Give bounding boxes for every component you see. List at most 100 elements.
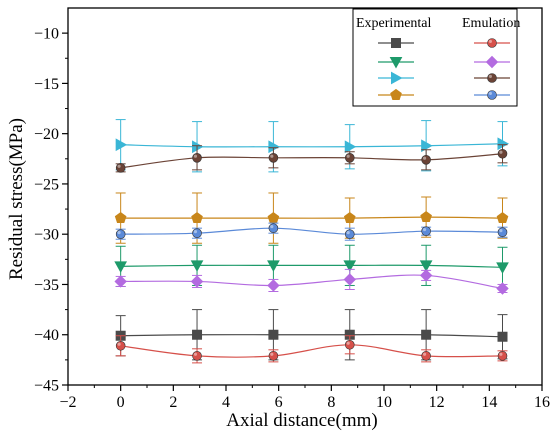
series-5-point-2-highlight	[193, 352, 198, 356]
y-tick-label--40: −40	[34, 327, 59, 344]
series-7-point-2-highlight	[193, 154, 198, 158]
y-tick-label--15: −15	[34, 76, 59, 93]
series-1-point-6	[497, 331, 508, 342]
series-6	[114, 268, 509, 295]
series-4	[114, 192, 509, 244]
series-5-point-4	[344, 339, 355, 350]
series-4-point-3	[267, 211, 280, 224]
series-8-point-4-highlight	[346, 231, 350, 235]
series-3-point-1	[115, 138, 128, 152]
legend-header-experimental: Experimental	[356, 16, 432, 31]
series-7-point-6-highlight	[499, 150, 503, 154]
series-8-point-1	[115, 229, 126, 239]
series-5-point-5-highlight	[422, 352, 427, 356]
series-8-point-4	[344, 229, 355, 239]
series-1-point-5	[421, 329, 432, 340]
series-8-point-3	[268, 223, 279, 233]
y-axis-label: Residual stress(MPa)	[6, 118, 27, 280]
series-7-point-4	[344, 152, 355, 163]
series-6-point-5	[419, 269, 433, 282]
series-1-point-3	[268, 329, 279, 340]
legend-emulation-marker-3	[487, 73, 497, 83]
series-2-point-6	[496, 262, 509, 274]
series-2-point-3	[267, 260, 280, 272]
series-5-point-1-highlight	[117, 342, 121, 346]
x-tick-label-12: 12	[429, 394, 445, 411]
series-6-point-4	[343, 273, 356, 286]
series-2-point-5	[419, 260, 433, 272]
series-7	[115, 144, 508, 173]
series-1-point-2	[192, 329, 203, 340]
series-4-point-1	[114, 211, 127, 224]
series-8-point-1-highlight	[117, 231, 121, 235]
legend-experimental-marker-3	[391, 71, 403, 85]
series-6-point-2	[190, 275, 204, 288]
axes-layer: −2 0 2 4 6 8 10 12 14 16−45−40−35−30−25−20−15−10	[34, 7, 550, 411]
legend-header-emulation: Emulation	[462, 16, 520, 31]
x-axis-label: Axial distance(mm)	[226, 410, 377, 431]
series-7-point-5	[421, 155, 431, 165]
x-tick-label-0: 0	[117, 394, 125, 411]
series-1-line	[120, 333, 503, 338]
series-4-point-6	[496, 211, 509, 224]
series-5-point-4-highlight	[346, 341, 350, 345]
series-5	[115, 335, 508, 364]
series-7-line	[120, 153, 503, 169]
series-layer	[114, 119, 510, 364]
series-3	[115, 119, 510, 173]
series-7-point-3	[268, 152, 279, 163]
y-tick-label--35: −35	[34, 277, 59, 294]
series-8-point-2-highlight	[193, 230, 198, 234]
x-tick-label-6: 6	[275, 394, 283, 411]
y-tick-label--25: −25	[34, 176, 59, 193]
series-8-point-6-highlight	[499, 229, 503, 233]
series-5-point-6-highlight	[499, 352, 503, 356]
series-7-point-1	[115, 163, 126, 173]
series-4-point-4	[343, 211, 356, 224]
legend-experimental-marker-4	[390, 88, 402, 100]
series-5-point-2	[192, 351, 202, 361]
y-tick-label--10: −10	[34, 26, 59, 43]
series-8-point-2	[192, 228, 202, 238]
series-3-point-5	[421, 139, 433, 153]
x-tick-label-8: 8	[327, 394, 335, 411]
legend-emulation-marker-1	[487, 38, 497, 48]
series-5-point-5	[421, 351, 431, 361]
legend-emulation-marker-2	[485, 55, 499, 69]
y-tick-label--20: −20	[34, 126, 59, 143]
legend-emulation-marker-4-highlight	[488, 91, 492, 96]
series-3-point-4	[344, 140, 357, 154]
series-5-line	[120, 344, 503, 358]
x-tick-label-4: 4	[222, 394, 230, 411]
series-6-point-6	[496, 282, 509, 295]
series-7-point-2	[192, 152, 202, 163]
x-tick-label-14: 14	[481, 394, 497, 411]
legend-emulation-marker-1-highlight	[488, 39, 492, 43]
x-tick-label-2: 2	[169, 394, 177, 411]
series-8-point-5	[421, 226, 431, 236]
series-3-line	[120, 143, 503, 148]
series-6-point-3	[267, 279, 280, 292]
x-tick-label-16: 16	[534, 394, 550, 411]
series-8-line	[120, 227, 503, 235]
legend-emulation-marker-4	[487, 90, 497, 100]
legend: Experimental Emulation	[352, 8, 520, 107]
series-6-line	[120, 274, 503, 290]
series-7-point-5-highlight	[422, 156, 427, 160]
series-1	[115, 309, 508, 361]
series-7-point-3-highlight	[270, 154, 274, 158]
series-7-point-4-highlight	[346, 154, 350, 158]
series-2-point-4	[343, 260, 357, 272]
legend-experimental-marker-1	[391, 38, 401, 48]
series-4-point-2	[191, 211, 203, 224]
series-5-point-3	[268, 351, 279, 361]
series-4-line	[120, 216, 503, 219]
series-7-point-6	[497, 148, 508, 159]
series-5-point-1	[115, 340, 126, 351]
series-2-point-2	[190, 260, 204, 272]
legend-emulation-marker-3-highlight	[488, 74, 492, 79]
legend-box	[352, 8, 518, 107]
series-5-point-3-highlight	[270, 352, 274, 356]
legend-experimental-marker-2	[389, 57, 403, 69]
